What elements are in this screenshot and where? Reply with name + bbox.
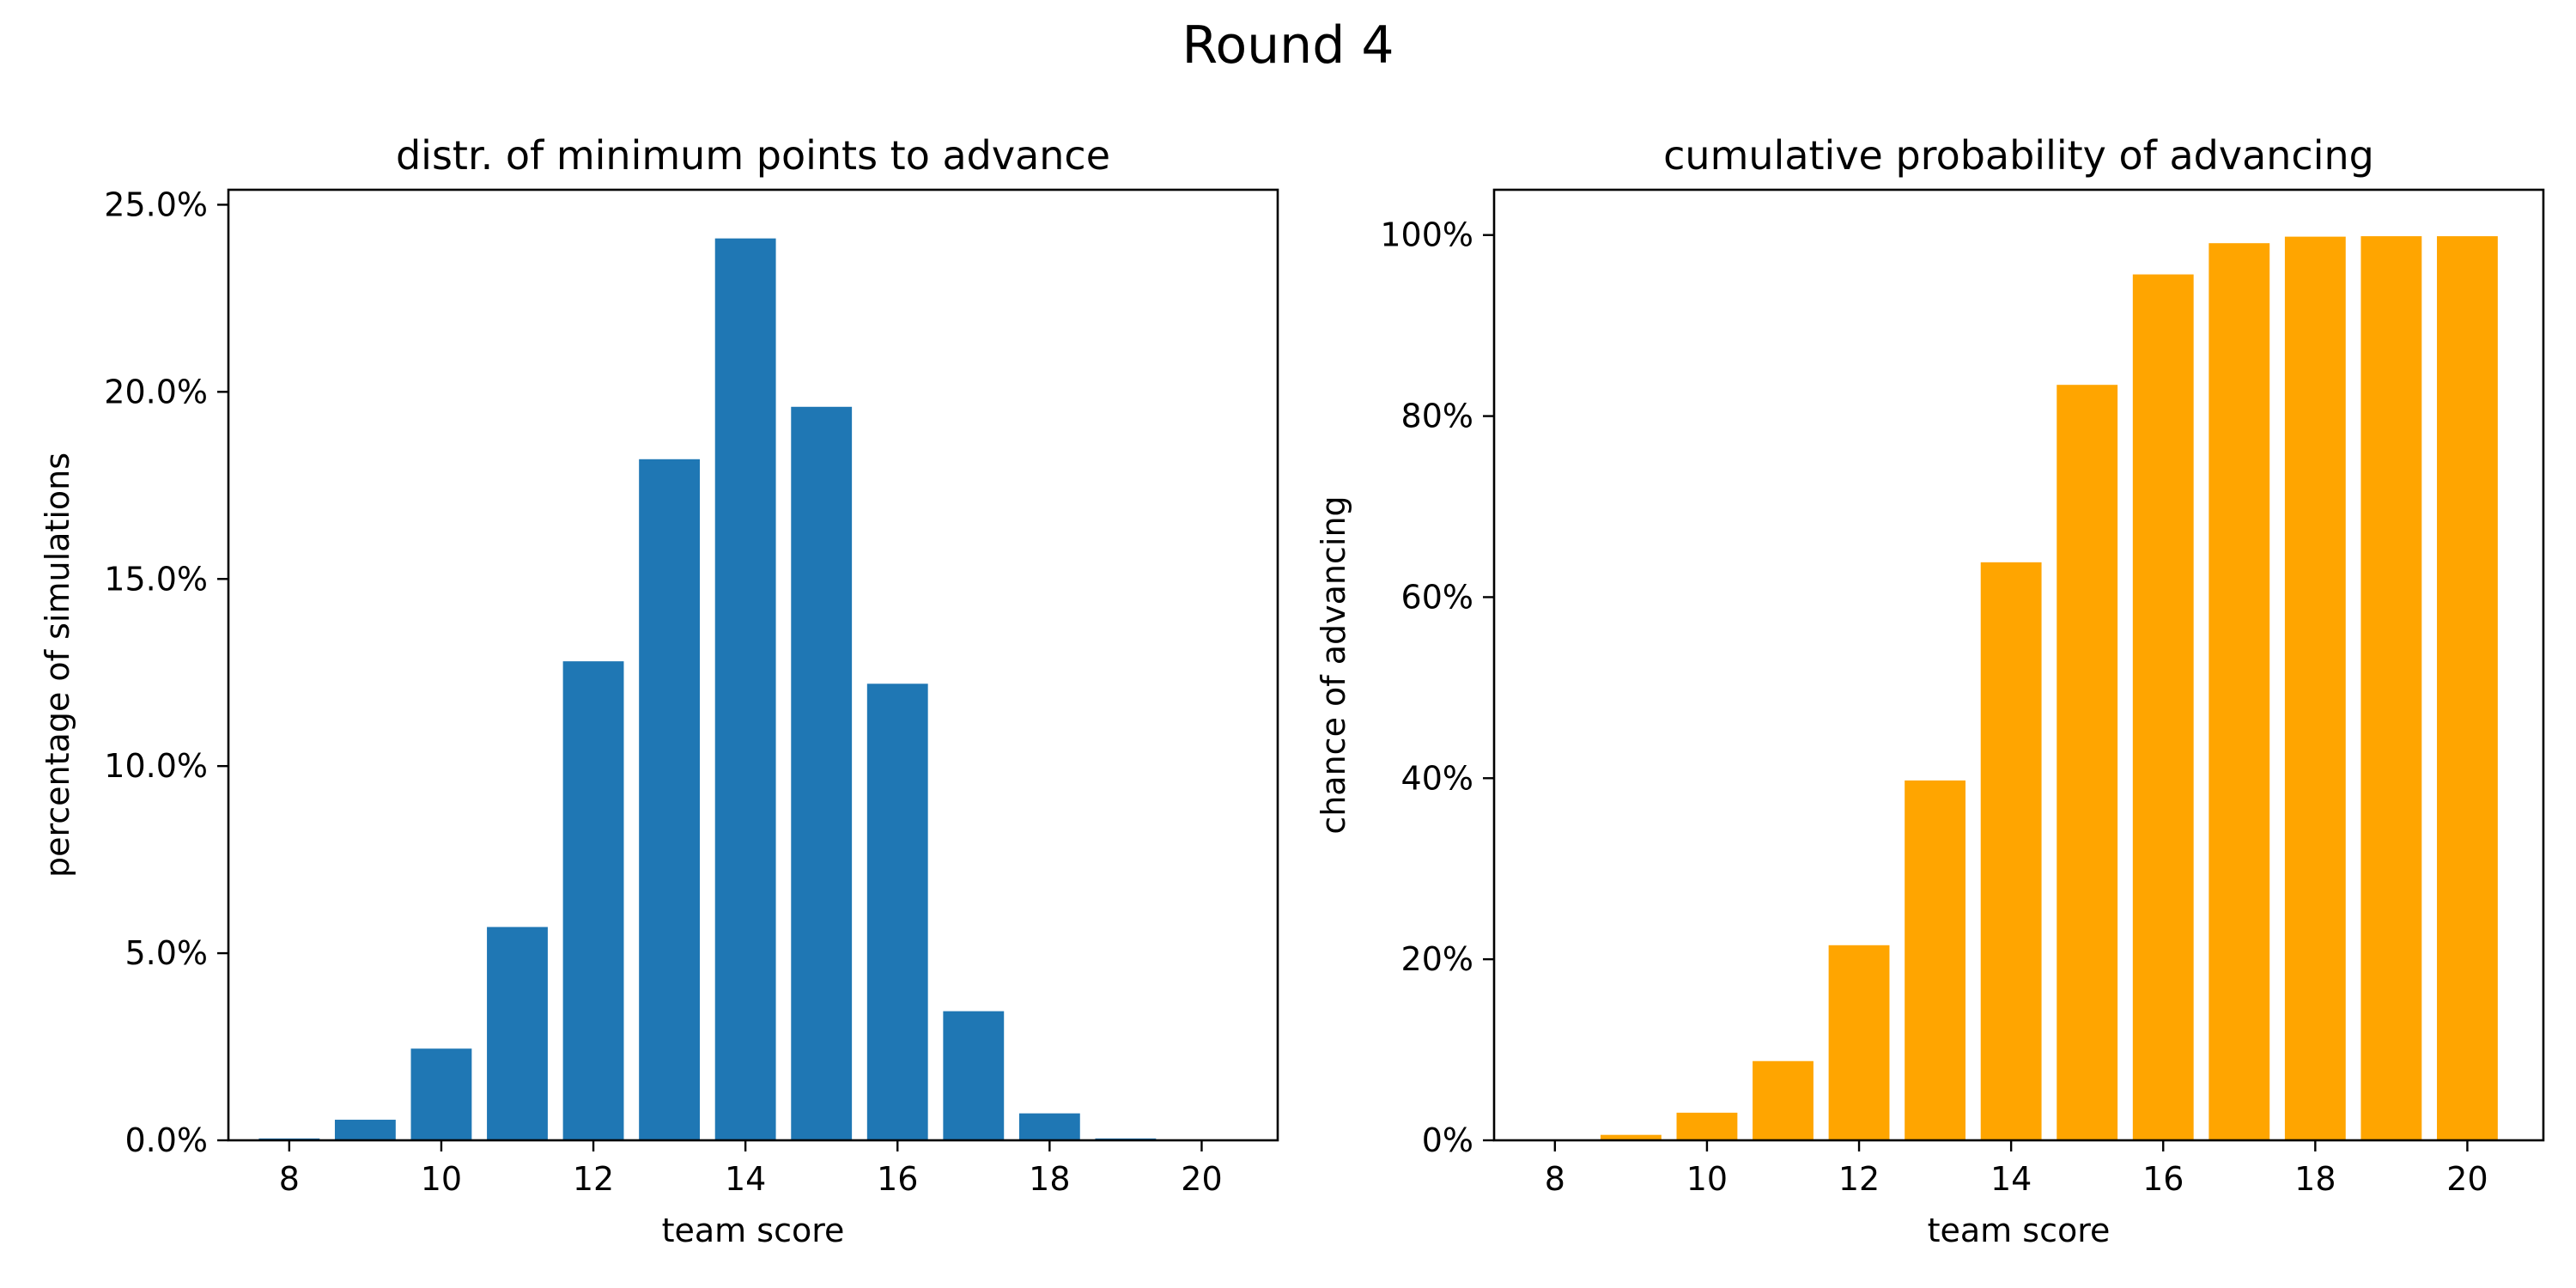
- chart1-bar-17: [943, 1011, 1005, 1140]
- chart2-x-tick-label-16: 16: [2142, 1160, 2184, 1198]
- chart1-y-tick-label-0: 0.0%: [125, 1121, 208, 1159]
- chart1-bar-18: [1018, 1113, 1080, 1140]
- chart1-x-tick-label-18: 18: [1029, 1160, 1070, 1198]
- chart1-y-tick-label-3: 15.0%: [104, 560, 208, 598]
- chart2-y-tick-label-2: 40%: [1401, 759, 1473, 797]
- chart1-bar-14: [714, 238, 776, 1140]
- chart2-axes-frame: [1492, 188, 2545, 1142]
- chart2-y-tick-label-1: 20%: [1401, 940, 1473, 978]
- chart2-x-tick-label-8: 8: [1545, 1160, 1565, 1198]
- chart2-bar-9: [1600, 1134, 1662, 1140]
- chart2-x-tick-label-20: 20: [2446, 1160, 2488, 1198]
- chart2-y-tick-label-0: 0%: [1422, 1121, 1473, 1159]
- chart2-bar-13: [1905, 780, 1966, 1140]
- chart1-y-tick-label-1: 5.0%: [125, 934, 208, 972]
- chart1-x-axis-label: team score: [662, 1212, 845, 1249]
- chart1-x-tick-label-8: 8: [279, 1160, 300, 1198]
- chart1-bar-10: [410, 1048, 472, 1140]
- chart1-bar-16: [866, 683, 928, 1140]
- chart2-bar-18: [2284, 236, 2346, 1140]
- chart2-y-tick-label-5: 100%: [1380, 216, 1473, 254]
- chart2-bar-20: [2437, 236, 2498, 1141]
- chart1-x-tick-label-16: 16: [877, 1160, 918, 1198]
- chart1-axes-frame: [227, 188, 1279, 1142]
- chart2-bar-14: [1980, 562, 2042, 1140]
- chart2-bar-15: [2057, 385, 2118, 1140]
- chart1-y-tick-label-5: 25.0%: [104, 185, 208, 223]
- chart2-x-tick-label-10: 10: [1686, 1160, 1728, 1198]
- chart2-bar-19: [2360, 236, 2422, 1141]
- chart1-x-tick-label-20: 20: [1181, 1160, 1222, 1198]
- chart2-y-tick-label-4: 80%: [1401, 398, 1473, 435]
- chart2-title: cumulative probability of advancing: [1663, 132, 2374, 179]
- chart2-y-tick-label-3: 60%: [1401, 578, 1473, 616]
- chart1-x-tick-label-10: 10: [421, 1160, 462, 1198]
- chart2-x-tick-label-14: 14: [1990, 1160, 2032, 1198]
- chart2-y-axis-label: chance of advancing: [1315, 495, 1352, 834]
- chart2-bar-17: [2208, 243, 2270, 1140]
- chart1-y-tick-label-2: 10.0%: [104, 747, 208, 785]
- chart1-bar-15: [791, 406, 853, 1140]
- chart2-x-axis-label: team score: [1928, 1212, 2111, 1249]
- chart2-x-tick-label-12: 12: [1838, 1160, 1880, 1198]
- chart1-bar-11: [487, 927, 548, 1140]
- chart1-x-tick-label-12: 12: [573, 1160, 614, 1198]
- chart2-bar-12: [1828, 945, 1890, 1140]
- chart1-bar-12: [562, 661, 624, 1140]
- figure-title: Round 4: [1182, 15, 1394, 76]
- chart1-bar-9: [334, 1120, 396, 1140]
- chart2-bar-10: [1676, 1112, 1738, 1140]
- chart1-y-tick-label-4: 20.0%: [104, 373, 208, 410]
- chart1-bar-13: [639, 459, 701, 1140]
- chart1-x-tick-label-14: 14: [725, 1160, 766, 1198]
- chart2-x-tick-label-18: 18: [2294, 1160, 2336, 1198]
- chart2-bar-11: [1753, 1060, 1814, 1140]
- chart2-bar-16: [2132, 274, 2194, 1141]
- chart1-y-axis-label: percentage of simulations: [39, 453, 76, 878]
- chart1-title: distr. of minimum points to advance: [396, 132, 1110, 179]
